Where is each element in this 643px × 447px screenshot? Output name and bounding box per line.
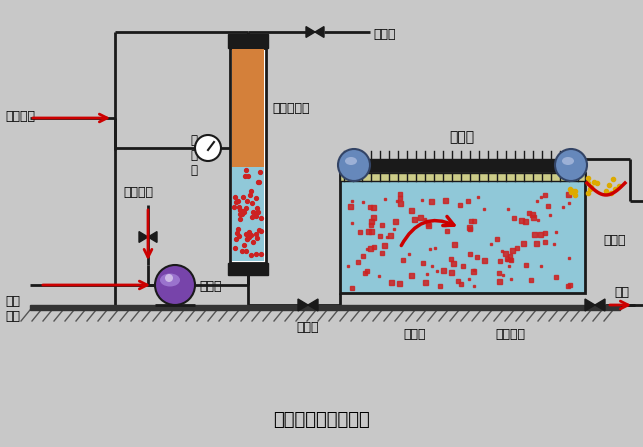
Polygon shape — [298, 299, 318, 311]
Bar — [230, 48, 266, 263]
Circle shape — [338, 149, 370, 181]
Circle shape — [155, 265, 195, 305]
Bar — [232, 49, 264, 167]
Ellipse shape — [562, 157, 574, 165]
Bar — [340, 173, 585, 181]
Bar — [228, 263, 268, 275]
Text: 减压阀: 减压阀 — [297, 321, 320, 334]
Bar — [340, 173, 585, 293]
Circle shape — [165, 274, 173, 282]
Text: 压力溶气罐: 压力溶气罐 — [272, 101, 309, 114]
Text: 刮渣机: 刮渣机 — [449, 130, 475, 144]
Text: 压
力
表: 压 力 表 — [190, 134, 197, 177]
Text: 全溶气气浮工艺流程: 全溶气气浮工艺流程 — [273, 411, 369, 429]
Circle shape — [555, 149, 587, 181]
Text: 化学药剂: 化学药剂 — [123, 186, 153, 199]
Bar — [232, 167, 264, 261]
Text: 加压泵: 加压泵 — [199, 281, 221, 294]
Ellipse shape — [345, 157, 357, 165]
Text: 集水系统: 集水系统 — [495, 329, 525, 342]
Polygon shape — [139, 232, 157, 242]
Polygon shape — [585, 299, 605, 311]
Bar — [228, 34, 268, 48]
Text: 空气进入: 空气进入 — [5, 110, 35, 123]
Text: 气浮池: 气浮池 — [404, 329, 426, 342]
Bar — [340, 159, 585, 171]
Polygon shape — [306, 27, 324, 38]
Text: 气浮池: 气浮池 — [604, 233, 626, 246]
Bar — [30, 305, 620, 310]
Text: 原水
进入: 原水 进入 — [5, 295, 20, 323]
Circle shape — [195, 135, 221, 161]
Ellipse shape — [160, 274, 180, 287]
Text: 放气阀: 放气阀 — [373, 29, 395, 42]
Text: 出水: 出水 — [615, 286, 629, 299]
